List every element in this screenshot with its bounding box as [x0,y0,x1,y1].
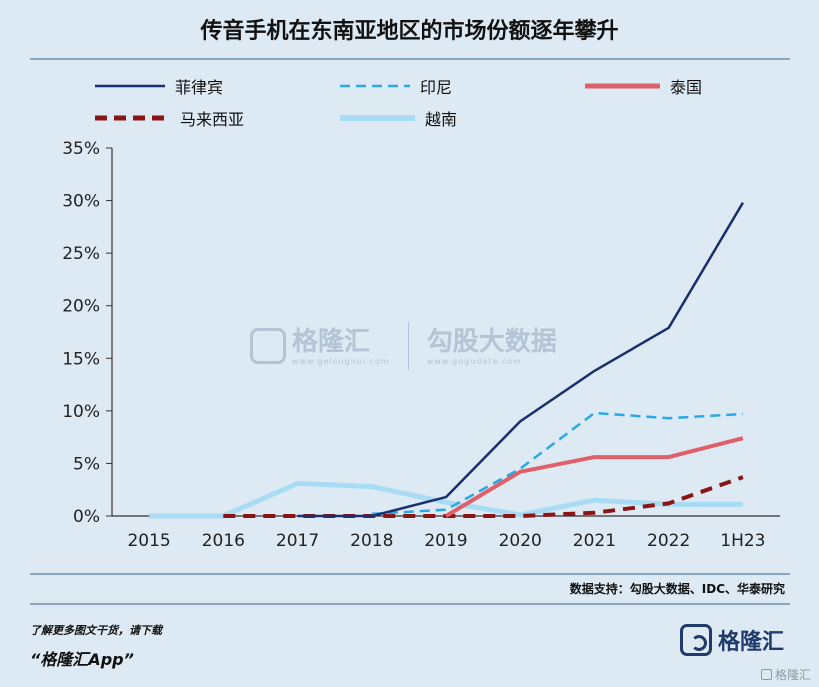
chart-legend: 菲律宾 印尼 泰国 马来西亚 越南 [0,66,819,136]
legend-item-philippines: 菲律宾 [95,74,223,98]
footer-app-name[interactable]: “格隆汇App” [30,650,134,669]
data-source: 数据支持：勾股大数据、IDC、华泰研究 [569,582,785,596]
chart-title: 传音手机在东南亚地区的市场份额逐年攀升 [200,19,619,44]
y-tick-label: 20% [62,297,100,317]
gelonghui-logo-icon [680,624,712,656]
title-bar: 传音手机在东南亚地区的市场份额逐年攀升 [0,0,819,58]
series-line-2 [444,436,744,518]
legend-label: 菲律宾 [175,78,224,97]
legend-item-malaysia: 马来西亚 [95,106,244,130]
corner-logo-icon [760,669,772,680]
legend-item-thailand: 泰国 [585,74,702,98]
x-tick-label: 1H23 [720,531,765,551]
footer-logo-text: 格隆汇 [718,630,785,655]
chart-bottom-divider [30,573,790,575]
series-line-0 [297,202,744,518]
y-tick-label: 25% [62,244,100,264]
corner-watermark-text: 格隆汇 [774,668,811,682]
y-tick-label: 30% [62,192,100,212]
title-divider [30,58,790,60]
y-tick-label: 10% [62,402,100,422]
legend-item-indonesia: 印尼 [340,74,452,98]
y-tick-label: 0% [73,507,100,527]
x-tick-label: 2022 [647,531,690,551]
legend-label: 泰国 [670,78,703,97]
series-line-4 [149,480,743,519]
x-tick-label: 2015 [127,531,170,551]
x-tick-label: 2021 [573,531,616,551]
y-tick-label: 35% [62,139,100,159]
corner-watermark: 格隆汇 [760,666,811,683]
x-tick-label: 2019 [424,531,467,551]
source-divider [30,603,790,605]
legend-label: 印尼 [420,78,453,97]
line-chart: 0% 5% 10% 15% 20% 25% 30% 35% 2015 2016 2017 2018 20… [62,139,780,551]
series-line-1 [371,411,743,516]
legend-label: 马来西亚 [180,110,245,129]
footer-note: 了解更多图文干货，请下载 [30,624,162,637]
x-tick-label: 2016 [202,531,245,551]
y-tick-label: 5% [73,454,100,474]
legend-label: 越南 [425,110,458,129]
x-tick-label: 2018 [350,531,393,551]
x-tick-label: 2017 [276,531,319,551]
legend-item-vietnam: 越南 [340,106,457,130]
y-tick-label: 15% [62,349,100,369]
footer-logo: 格隆汇 [680,620,800,660]
x-tick-label: 2020 [499,531,542,551]
